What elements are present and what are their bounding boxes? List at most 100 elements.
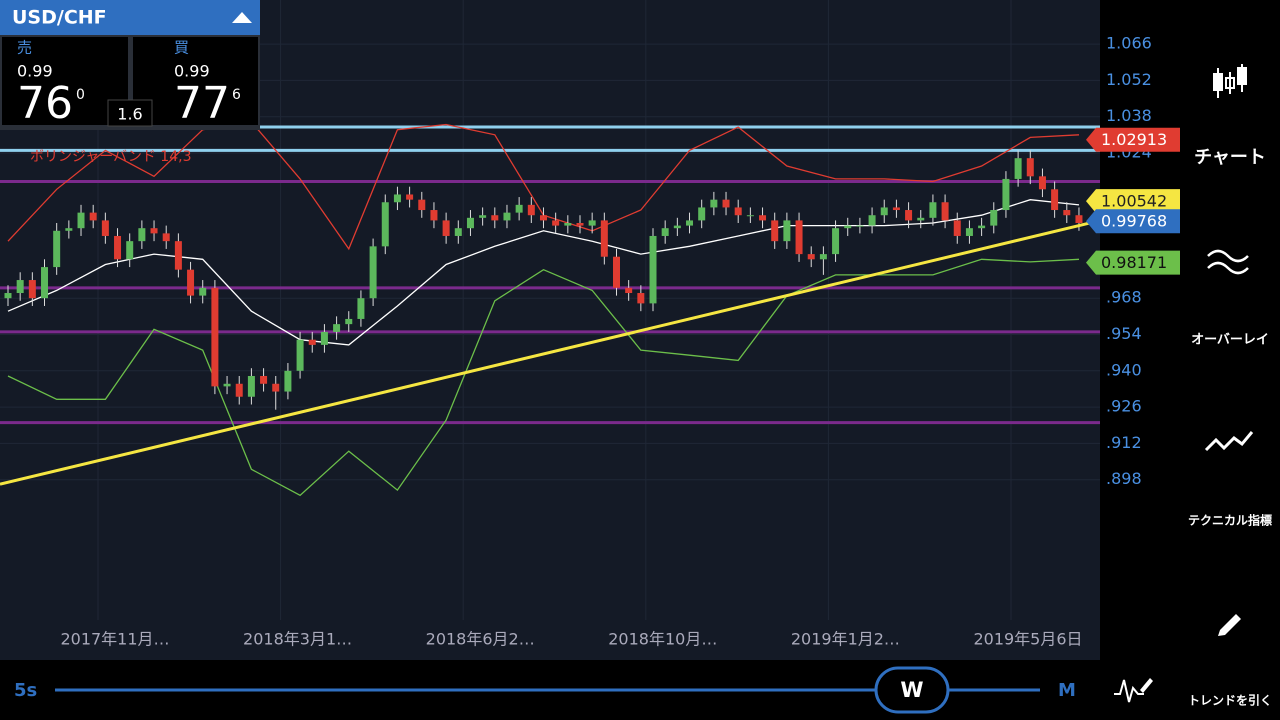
candle-body <box>430 210 438 221</box>
candle-body <box>941 202 949 221</box>
candle-body <box>844 225 852 229</box>
price-tag <box>1086 250 1180 275</box>
candle-body <box>89 212 97 221</box>
timeframe-current: W <box>900 678 923 702</box>
candle-body <box>746 215 754 217</box>
candle-body <box>1014 158 1022 179</box>
candle-body <box>28 280 36 299</box>
grid <box>0 0 1100 620</box>
candle-body <box>114 235 122 260</box>
candle-body <box>1002 178 1010 211</box>
candle-body <box>953 220 961 236</box>
plot <box>0 121 1100 497</box>
candle-body <box>576 223 584 226</box>
indicator-icon[interactable] <box>1204 431 1254 452</box>
buy-cell[interactable] <box>133 37 258 125</box>
buy-sup: 6 <box>232 87 241 103</box>
chart-icon[interactable] <box>1213 64 1247 98</box>
candle-body <box>600 220 608 257</box>
candle-body <box>990 210 998 226</box>
sidebar-bg <box>1100 0 1280 720</box>
sell-big: 76 <box>17 78 73 129</box>
y-axis: 1.0661.0521.0381.024.968.954.940.926.912… <box>1106 34 1152 489</box>
candle-body <box>369 246 377 299</box>
y-tick-label: .898 <box>1106 469 1142 488</box>
candle-body <box>503 212 511 221</box>
candle-body <box>479 215 487 218</box>
candle-body <box>381 202 389 247</box>
band-middle <box>7 199 1080 346</box>
sidebar-technical[interactable]: テクニカル指標 <box>1188 513 1272 528</box>
candle-body <box>235 383 243 397</box>
candle-body <box>187 269 195 296</box>
buy-big: 77 <box>174 78 230 129</box>
sidebar-chart[interactable]: チャート <box>1194 147 1266 168</box>
buy-small: 0.99 <box>174 62 210 81</box>
x-tick-label: 2018年10月… <box>608 630 717 649</box>
x-tick-label: 2018年3月1… <box>243 630 352 649</box>
candle-body <box>625 287 633 294</box>
candle-body <box>527 204 535 216</box>
candle-body <box>905 210 913 221</box>
candle-body <box>649 235 657 304</box>
symbol-bar <box>0 0 260 35</box>
candle-body <box>65 228 73 231</box>
candle-body <box>41 267 49 299</box>
sell-small: 0.99 <box>17 62 53 81</box>
price-tag-label: 0.98171 <box>1101 253 1167 272</box>
timeframe-min[interactable]: 5s <box>14 680 37 701</box>
y-tick-label: .912 <box>1106 433 1142 452</box>
y-tick-label: 1.052 <box>1106 70 1152 89</box>
x-tick-label: 2019年1月2… <box>791 630 900 649</box>
sell-cell[interactable] <box>2 37 128 125</box>
y-tick-label: 1.066 <box>1106 34 1152 53</box>
sidebar-trend[interactable]: トレンドを引く <box>1188 694 1272 708</box>
price-tag-label: 1.00542 <box>1101 192 1167 211</box>
candle-body <box>77 212 85 229</box>
candle-body <box>819 254 827 260</box>
candle-body <box>138 228 146 242</box>
price-tag <box>1086 127 1180 152</box>
timeframe-knob[interactable] <box>874 666 950 714</box>
candle-body <box>1038 176 1046 190</box>
candle-body <box>759 215 767 221</box>
candle-body <box>710 199 718 208</box>
candle-body <box>832 228 840 255</box>
candle-body <box>491 215 499 221</box>
overlay-icon[interactable] <box>1207 249 1249 275</box>
sell-sup: 0 <box>76 87 85 103</box>
candle-body <box>722 199 730 208</box>
candle-body <box>783 220 791 242</box>
candle-body <box>223 383 231 387</box>
draw-icon[interactable] <box>1114 679 1144 703</box>
sell-label: 売 <box>17 39 32 57</box>
spread-box <box>107 99 153 127</box>
candle-body <box>1063 210 1071 216</box>
trend-line <box>0 221 1091 486</box>
candle-body <box>174 241 182 270</box>
collapse-icon[interactable] <box>232 12 252 23</box>
buy-label: 買 <box>174 39 189 57</box>
candle-body <box>320 331 328 345</box>
candle-body <box>211 287 219 387</box>
x-axis-bg <box>0 620 1100 660</box>
candle-body <box>162 233 170 242</box>
candle-body <box>552 220 560 226</box>
candle-body <box>868 215 876 226</box>
candle-body <box>53 230 61 268</box>
candle-body <box>965 228 973 236</box>
candle-body <box>686 220 694 226</box>
candle-body <box>454 228 462 236</box>
pen-icon[interactable] <box>1218 614 1241 636</box>
candle-body <box>515 204 523 213</box>
candle-body <box>564 223 572 226</box>
candle-body <box>284 370 292 392</box>
candle-body <box>771 220 779 242</box>
timeframe-max[interactable]: M <box>1058 680 1076 701</box>
sidebar-overlay[interactable]: オーバーレイ <box>1191 333 1269 348</box>
y-tick-label: .954 <box>1106 324 1142 343</box>
candle-body <box>856 225 864 227</box>
candle-body <box>613 256 620 288</box>
